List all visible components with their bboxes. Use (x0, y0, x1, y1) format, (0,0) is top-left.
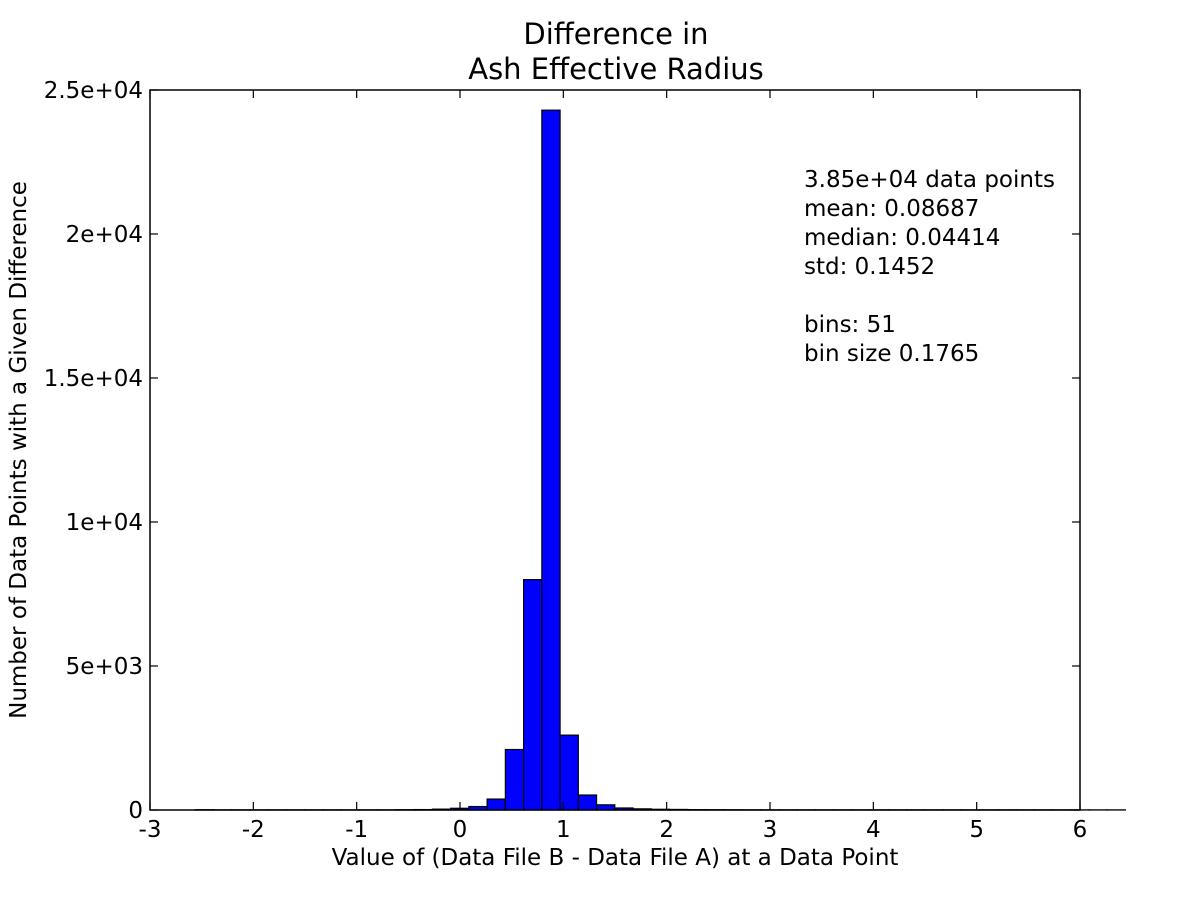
y-tick-label: 2.5e+04 (44, 78, 143, 104)
histogram-bar (541, 109, 561, 811)
x-tick-label: 2 (659, 817, 674, 843)
plot-frame (149, 89, 1081, 811)
y-tick-label: 1e+04 (66, 510, 143, 536)
x-tick-label: -3 (139, 817, 162, 843)
x-tick-label: -2 (242, 817, 265, 843)
x-tick-label: 6 (1073, 817, 1088, 843)
x-axis-label: Value of (Data File B - Data File A) at … (332, 845, 899, 871)
chart-title-line-2: Ash Effective Radius (468, 52, 764, 86)
histogram-bars (194, 109, 1127, 811)
chart-title-line-1: Difference in (523, 17, 708, 51)
y-tick-label: 1.5e+04 (44, 366, 143, 392)
x-tick-label: 1 (556, 817, 571, 843)
statistics-line: bins: 51 (804, 312, 896, 338)
y-tick-label: 0 (128, 798, 143, 824)
statistics-line: mean: 0.08687 (804, 196, 979, 222)
x-axis-ticks: -3 -2 -1 0 1 2 3 4 5 6 (139, 90, 1088, 843)
y-tick-label: 5e+03 (66, 654, 143, 680)
histogram-bar (559, 734, 579, 811)
histogram-bar (504, 748, 525, 811)
statistics-line: bin size 0.1765 (804, 341, 979, 367)
x-tick-label: -1 (345, 817, 368, 843)
x-tick-label: 0 (453, 817, 468, 843)
histogram-bar (595, 804, 616, 811)
statistics-line: median: 0.04414 (804, 225, 1000, 251)
x-tick-label: 3 (763, 817, 778, 843)
histogram-bar (577, 794, 598, 811)
y-axis-label: Number of Data Points with a Given Diffe… (6, 181, 32, 719)
statistics-line: std: 0.1452 (804, 254, 935, 280)
histogram-bar (523, 578, 543, 811)
y-axis-ticks: 0 5e+03 1e+04 1.5e+04 2e+04 2.5e+04 (44, 78, 1080, 824)
statistics-annotation: 3.85e+04 data points mean: 0.08687 median:… (804, 167, 1055, 367)
histogram-bar (486, 798, 506, 811)
x-tick-label: 5 (969, 817, 984, 843)
x-tick-label: 4 (866, 817, 881, 843)
statistics-line: 3.85e+04 data points (804, 167, 1055, 193)
y-tick-label: 2e+04 (66, 222, 143, 248)
